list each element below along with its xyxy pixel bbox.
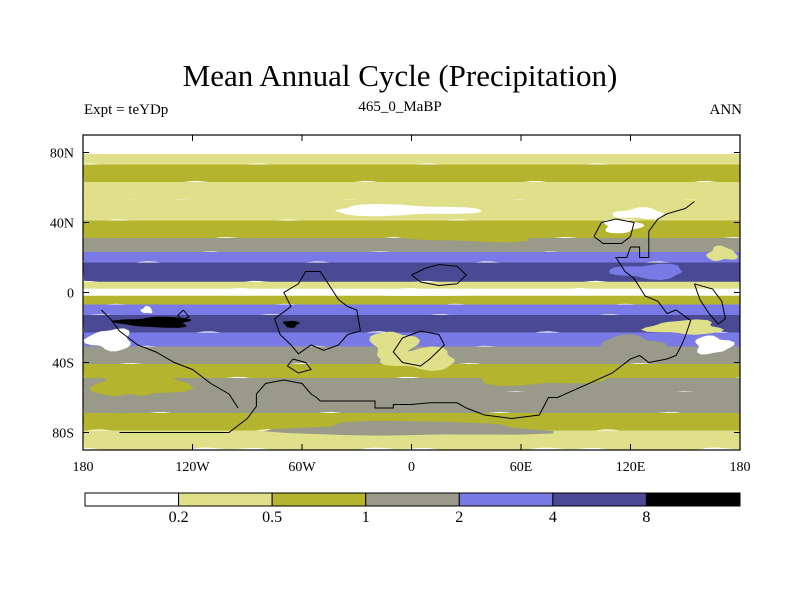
contour-band <box>83 135 740 159</box>
experiment-label: Expt = teYDp <box>84 102 169 118</box>
legend-swatch <box>271 492 367 507</box>
contour-blob <box>89 394 149 414</box>
coastline <box>286 358 312 374</box>
y-axis: 80N 40N 0 40S 80S <box>50 147 740 442</box>
contour-blob <box>480 365 608 386</box>
y-tick-label: 80S <box>52 427 74 442</box>
chart-title: Mean Annual Cycle (Precipitation) <box>182 58 618 93</box>
contour-band <box>83 164 740 188</box>
contour-band <box>83 154 740 170</box>
coastline <box>693 283 726 325</box>
contour-blob <box>695 335 735 355</box>
legend-label: 1 <box>362 509 370 526</box>
contour-band <box>83 238 740 257</box>
x-tick-label: 0 <box>408 460 415 475</box>
coastline <box>177 309 190 322</box>
contour-blob <box>83 328 131 352</box>
legend-swatch <box>84 492 180 507</box>
x-tick-label: 60E <box>510 460 533 475</box>
contour-blob <box>111 316 191 328</box>
contour-band <box>83 281 740 294</box>
contour-blob <box>380 226 534 243</box>
contour-blob <box>598 334 668 354</box>
legend-swatch <box>365 492 460 507</box>
contour-blob <box>334 203 482 217</box>
legend-label: 0.2 <box>169 509 189 526</box>
contour-blob <box>140 305 153 314</box>
coastline <box>274 271 361 355</box>
y-tick-label: 0 <box>67 287 74 302</box>
contour-band <box>83 315 740 338</box>
contour-blob <box>369 331 421 361</box>
legend-label: 2 <box>455 509 463 526</box>
coastline <box>228 201 695 433</box>
contour-blob <box>293 381 377 397</box>
y-tick-label: 80N <box>50 147 74 162</box>
contour-blob <box>374 288 541 296</box>
x-tick-label: 120E <box>616 460 646 475</box>
legend-label: 4 <box>549 509 557 526</box>
x-tick-label: 60W <box>288 460 316 475</box>
y-tick-label: 40N <box>50 217 74 232</box>
coastline <box>411 263 468 287</box>
x-axis: 180 120W 60W 0 60E 120E 180 <box>73 135 751 475</box>
legend-swatch <box>458 492 554 507</box>
contour-blob <box>640 319 724 335</box>
contour-band <box>83 364 740 384</box>
x-tick-label: 180 <box>73 460 94 475</box>
x-tick-label: 120W <box>175 460 210 475</box>
contour-band <box>83 182 740 204</box>
contour-blob <box>282 320 300 328</box>
legend-swatch <box>645 492 741 507</box>
coastline <box>392 330 446 367</box>
legend-swatch <box>178 492 273 507</box>
legend-label: 8 <box>642 509 650 526</box>
contour-blob <box>89 367 194 398</box>
contour-blob <box>706 245 738 261</box>
legend-label: 0.5 <box>262 509 282 526</box>
y-tick-label: 40S <box>52 357 74 372</box>
coastline <box>593 218 635 244</box>
coastlines <box>100 201 726 433</box>
contour-blob <box>263 420 554 436</box>
season-label: ANN <box>709 102 743 118</box>
contour-blob <box>612 207 664 220</box>
colorbar-legend: 0.2 0.5 1 2 4 8 <box>84 492 741 526</box>
coastline <box>100 309 239 409</box>
legend-swatch <box>552 492 647 507</box>
time-label: 465_0_MaBP <box>358 99 442 115</box>
contour-blob <box>91 220 278 232</box>
contour-band <box>83 430 740 450</box>
contour-blob <box>609 263 683 280</box>
x-tick-label: 180 <box>730 460 751 475</box>
